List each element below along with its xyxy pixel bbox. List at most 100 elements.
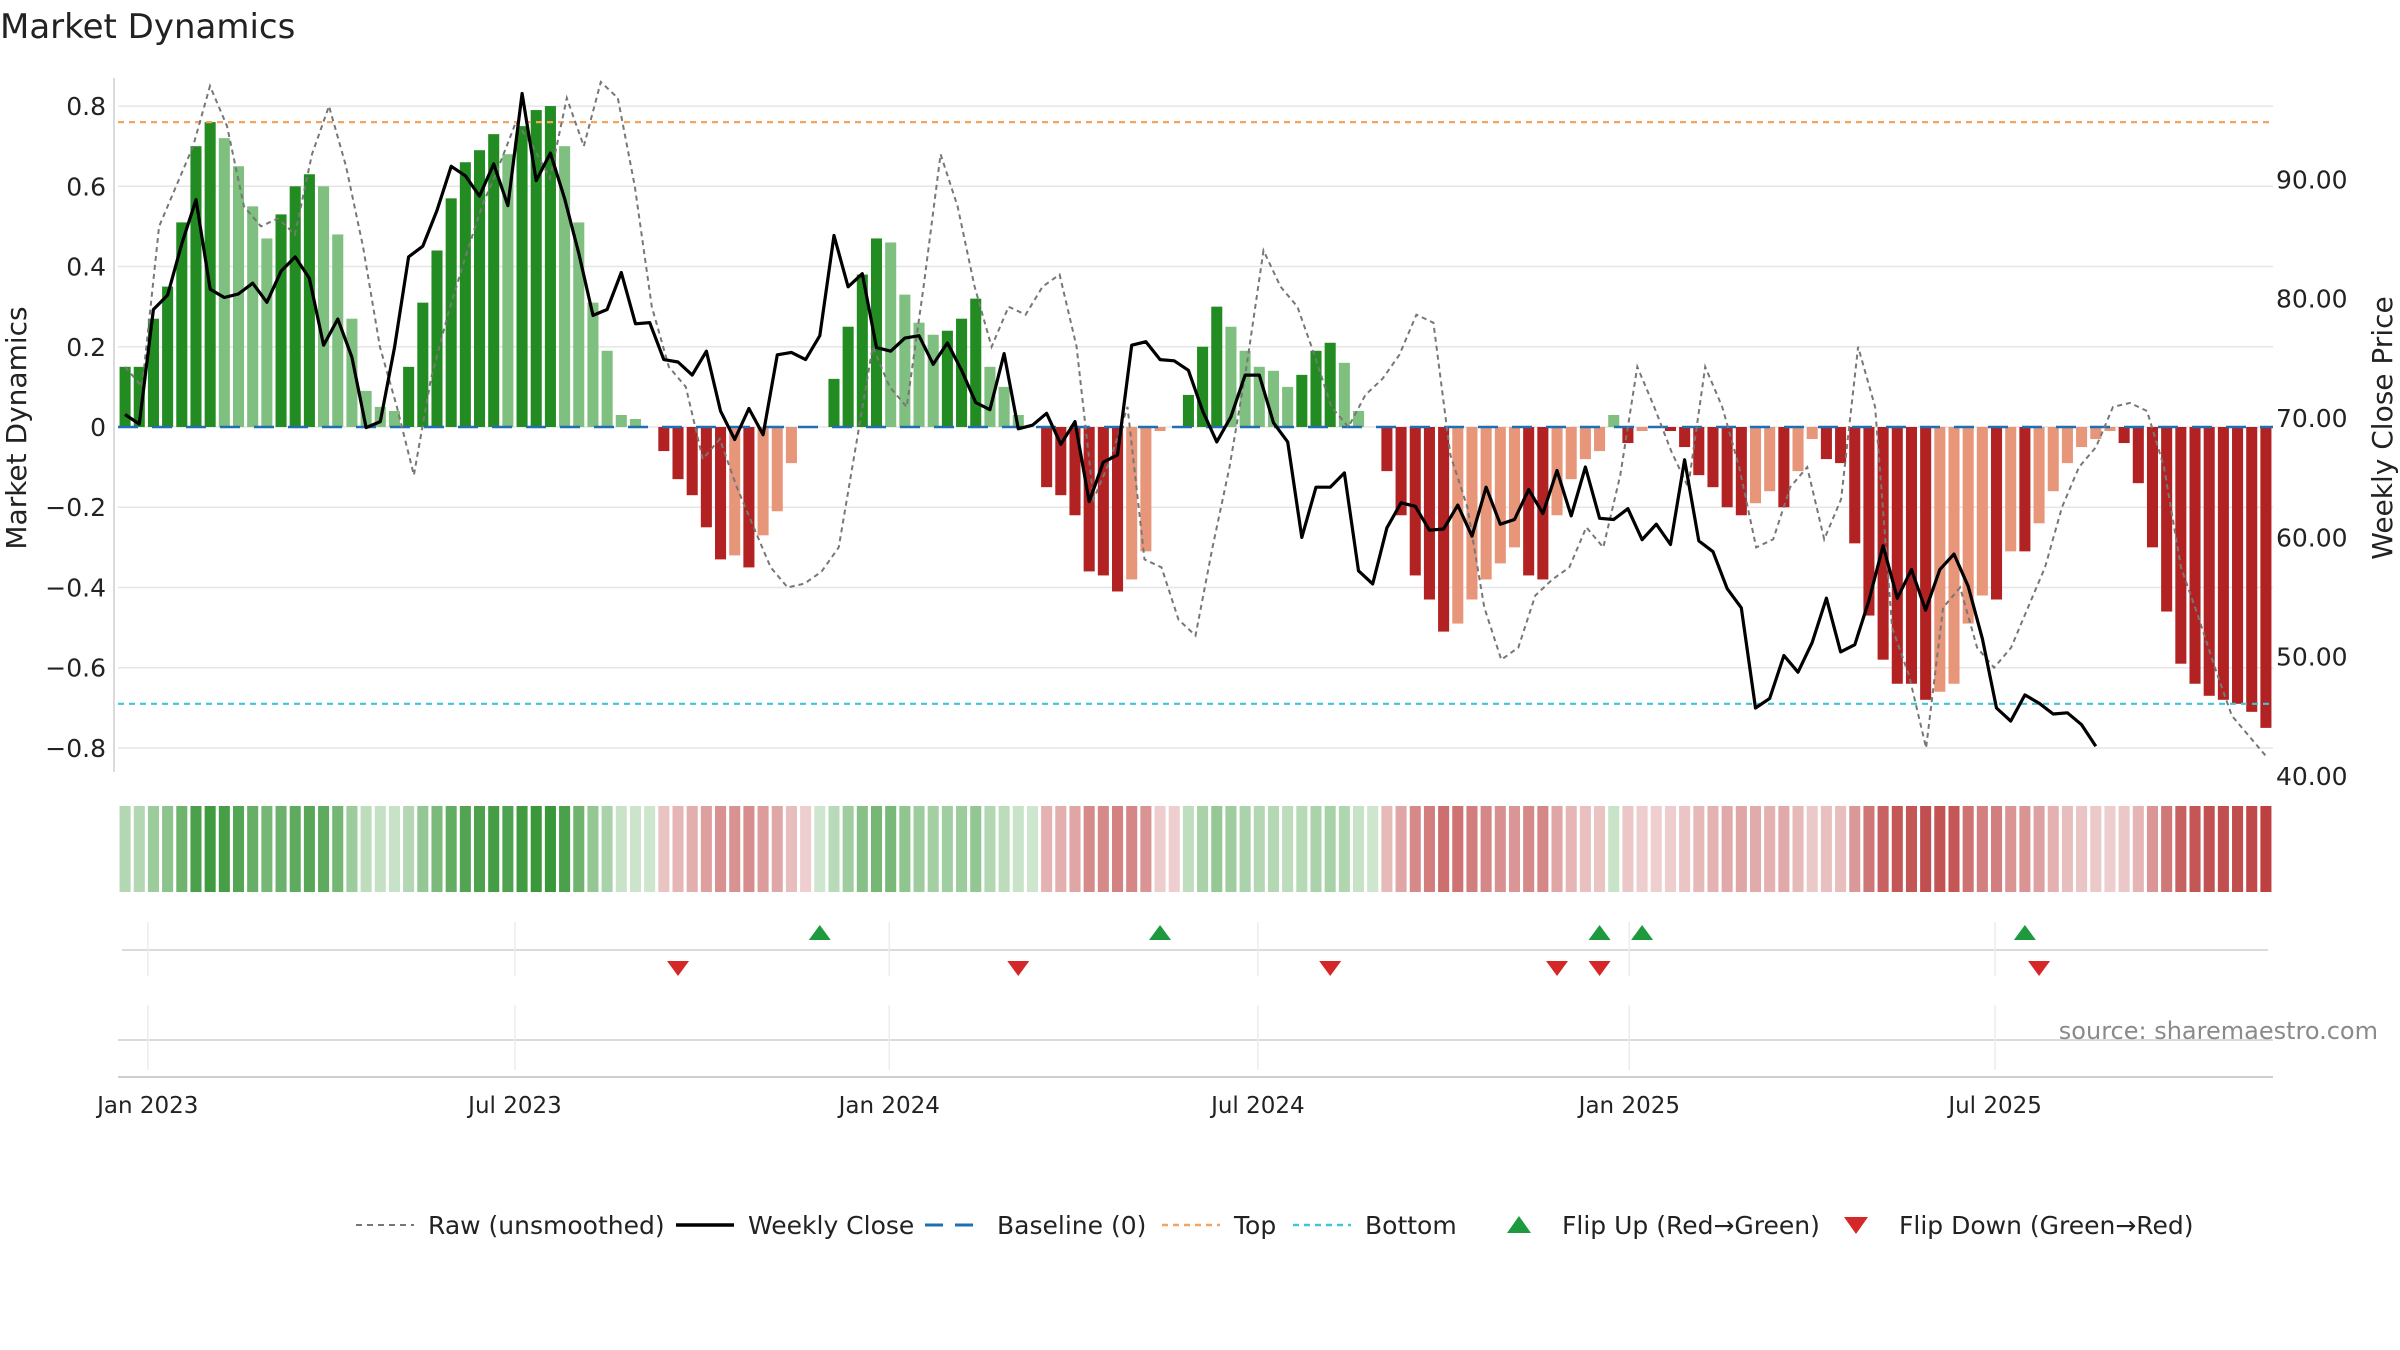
strip-cell <box>941 806 953 892</box>
bar-negative <box>2175 427 2187 664</box>
legend-label: Flip Down (Green→Red) <box>1899 1211 2194 1240</box>
strip-cell <box>1608 806 1620 892</box>
bar-positive <box>346 318 358 428</box>
legend-label: Weekly Close <box>748 1211 914 1240</box>
strip-cell <box>176 806 188 892</box>
flip-down-marker <box>667 961 690 976</box>
strip-cell <box>1338 806 1350 892</box>
strip-cell <box>2076 806 2088 892</box>
bar-positive <box>530 110 542 428</box>
bar-positive <box>629 418 642 428</box>
strip-cell <box>1353 806 1365 892</box>
bar-positive <box>1225 326 1237 428</box>
bar-negative <box>1565 427 1577 480</box>
strip-cell <box>927 806 939 892</box>
strip-cell <box>2047 806 2059 892</box>
bar-negative <box>2005 427 2017 552</box>
source-note: source: sharemaestro.com <box>2059 1017 2378 1045</box>
bar-positive <box>1608 414 1620 428</box>
strip-cell <box>1650 806 1662 892</box>
strip-cell <box>1126 806 1138 892</box>
bar-positive <box>870 238 883 428</box>
strip-cell <box>1211 806 1223 892</box>
strip-cell <box>488 806 500 892</box>
bar-negative <box>1466 427 1478 600</box>
strip-cell <box>1877 806 1889 892</box>
strip-cell <box>289 806 301 892</box>
strip-cell <box>147 806 159 892</box>
strip-cell <box>828 806 840 892</box>
bar-negative <box>1480 427 1492 580</box>
strip-cell <box>1282 806 1294 892</box>
legend-label: Flip Up (Red→Green) <box>1562 1211 1820 1240</box>
bar-negative <box>1154 427 1166 432</box>
bar-negative <box>1721 427 1733 508</box>
bar-positive <box>601 350 613 428</box>
strip-cell <box>1551 806 1563 892</box>
strip-cell <box>984 806 996 892</box>
strip-cell <box>1452 806 1464 892</box>
bar-negative <box>2132 427 2144 484</box>
strip-cell <box>1764 806 1776 892</box>
strip-cell <box>573 806 585 892</box>
reference-lines <box>118 121 2273 705</box>
strip-cell <box>1225 806 1237 892</box>
strip-cell <box>771 806 783 892</box>
strip-cell <box>502 806 514 892</box>
strip-cell <box>247 806 259 892</box>
x-tick-label: Jan 2025 <box>1577 1093 1680 1119</box>
strip-cell <box>1267 806 1280 892</box>
strip-cell <box>1565 806 1577 892</box>
strip-cell <box>204 806 216 892</box>
bar-positive <box>828 378 840 428</box>
strip-cell <box>1055 806 1067 892</box>
lines-layer <box>124 80 2267 757</box>
bar-negative <box>1494 427 1506 564</box>
legend-flip-down-icon <box>1844 1217 1868 1234</box>
strip-cell <box>1438 806 1450 892</box>
legend-label: Bottom <box>1365 1211 1457 1240</box>
strip-cell <box>658 806 670 892</box>
strip-cell <box>2019 806 2031 892</box>
flip-up-marker <box>2013 925 2036 940</box>
bar-positive <box>1239 350 1251 428</box>
y-tick-label: 0.4 <box>66 253 106 282</box>
x-tick-label: Jan 2023 <box>95 1093 198 1119</box>
strip-cell <box>2189 806 2201 892</box>
strip-cell <box>516 806 528 892</box>
strip-cell <box>1197 806 1209 892</box>
bar-positive <box>1338 362 1350 428</box>
left-axis: 0.8 0.6 0.4 0.2 0 −0.2 −0.4 −0.6 −0.8 <box>45 78 115 772</box>
strip-cell <box>1749 806 1762 892</box>
x-tick-label: Jul 2023 <box>466 1093 562 1119</box>
bar-negative <box>1863 427 1875 616</box>
strip-cell <box>1905 806 1917 892</box>
bar-negative <box>1452 427 1464 624</box>
y-tick-label: 0 <box>90 413 106 442</box>
bar-positive <box>998 386 1010 428</box>
strip-cell <box>2033 806 2045 892</box>
bar-negative <box>2118 427 2130 444</box>
bar-negative <box>1409 427 1421 576</box>
strip-cell <box>474 806 486 892</box>
strip-cell <box>232 806 245 892</box>
bar-negative <box>2061 427 2073 464</box>
bar-positive <box>573 222 585 428</box>
strip-cell <box>856 806 868 892</box>
bar-positive <box>119 366 131 428</box>
bar-positive <box>544 106 556 428</box>
strip-cell <box>544 806 556 892</box>
strip-cell <box>2118 806 2130 892</box>
strip-cell <box>1806 806 1818 892</box>
bar-negative <box>2260 427 2272 728</box>
flip-down-marker <box>1546 961 1569 976</box>
x-tick-label: Jul 2024 <box>1209 1093 1305 1119</box>
bar-negative <box>1111 427 1124 592</box>
bar-negative <box>1041 427 1053 488</box>
bar-negative <box>2033 427 2045 524</box>
bar-negative <box>2047 427 2059 492</box>
bar-negative <box>1806 427 1818 440</box>
bar-positive <box>204 122 216 428</box>
bar-negative <box>1508 427 1521 548</box>
